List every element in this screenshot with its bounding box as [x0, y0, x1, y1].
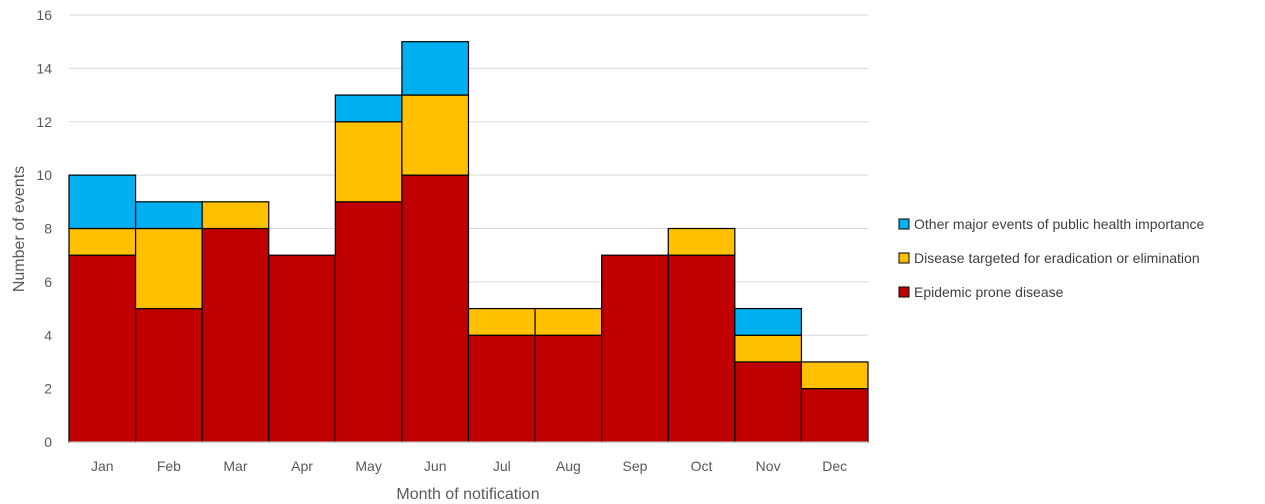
x-tick-labels: Jan Feb Mar Apr May Jun Jul Aug Sep Oct Nov Dec — [91, 458, 847, 474]
bar-segment — [334, 94, 403, 123]
bar-segment — [401, 174, 470, 443]
bar-segment — [334, 201, 403, 443]
legend-swatch — [898, 286, 910, 298]
x-tick-label: Jun — [424, 458, 447, 474]
bar-segment — [401, 94, 470, 176]
bar-segment — [467, 334, 536, 443]
y-axis-title: Number of events — [11, 166, 28, 292]
bar-segment — [800, 388, 869, 443]
legend-label: Disease targeted for eradication or elim… — [914, 250, 1200, 266]
bar-segment — [734, 334, 803, 363]
bars — [68, 41, 869, 443]
x-tick-label: Jul — [493, 458, 511, 474]
bar-segment — [68, 254, 137, 443]
x-tick-label: Oct — [691, 458, 713, 474]
x-tick-label: Jan — [91, 458, 114, 474]
bar-segment — [667, 227, 736, 256]
legend-swatch — [898, 252, 910, 264]
legend: Other major events of public health impo… — [898, 216, 1204, 300]
y-tick-label: 0 — [44, 434, 52, 450]
bar-segment — [401, 41, 470, 96]
bar-segment — [734, 307, 803, 336]
legend-label: Other major events of public health impo… — [914, 216, 1204, 232]
y-tick-label: 10 — [36, 167, 52, 183]
x-tick-label: Feb — [157, 458, 181, 474]
bar-segment — [601, 254, 669, 443]
y-tick-label: 16 — [36, 7, 52, 23]
y-tick-label: 6 — [44, 274, 52, 290]
bar-segment — [534, 334, 603, 443]
y-tick-label: 2 — [44, 381, 52, 397]
x-tick-label: Nov — [756, 458, 781, 474]
bar-segment — [534, 307, 603, 336]
bar-segment — [734, 361, 803, 443]
bar-segment — [800, 361, 869, 390]
bar-segment — [268, 254, 336, 443]
x-tick-label: Aug — [556, 458, 581, 474]
bar-segment — [467, 307, 536, 336]
x-axis-title: Month of notification — [396, 486, 539, 503]
bar-segment — [68, 174, 137, 230]
bar-segment — [134, 201, 203, 230]
y-tick-label: 12 — [36, 114, 52, 130]
x-tick-label: Dec — [822, 458, 847, 474]
bar-segment — [134, 307, 203, 443]
y-tick-label: 14 — [36, 60, 52, 76]
bar-segment — [68, 227, 137, 256]
bar-segment — [667, 254, 736, 443]
x-tick-label: May — [355, 458, 381, 474]
x-tick-label: Sep — [622, 458, 647, 474]
y-tick-label: 4 — [44, 327, 52, 343]
y-tick-label: 8 — [44, 221, 52, 237]
bar-segment — [134, 227, 203, 310]
legend-swatch — [898, 218, 910, 230]
bar-segment — [201, 227, 270, 443]
x-tick-label: Mar — [223, 458, 247, 474]
bar-segment — [201, 201, 270, 230]
bar-segment — [334, 121, 403, 203]
y-tick-labels: 0 2 4 6 8 10 12 14 16 — [36, 7, 52, 450]
legend-label: Epidemic prone disease — [914, 284, 1064, 300]
x-tick-label: Apr — [291, 458, 313, 474]
